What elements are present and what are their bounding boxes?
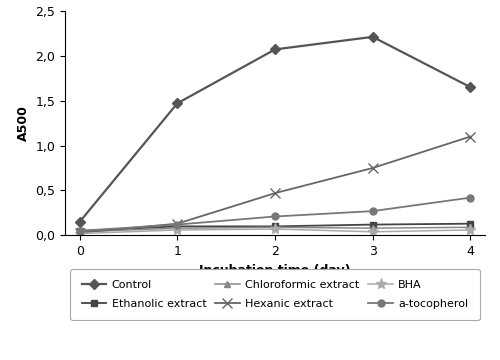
Control <box>174 101 180 105</box>
Ethanolic extract <box>468 221 473 226</box>
Line: a-tocopherol: a-tocopherol <box>76 194 474 234</box>
Control <box>76 220 82 224</box>
Hexanic extract <box>174 221 180 226</box>
Line: Hexanic extract: Hexanic extract <box>75 132 475 238</box>
BHA <box>370 230 376 234</box>
Legend: Control, Ethanolic extract, Chloroformic extract, Hexanic extract, BHA, a-tocoph: Control, Ethanolic extract, Chloroformic… <box>70 269 480 320</box>
Chloroformic extract <box>174 226 180 230</box>
Ethanolic extract <box>272 224 278 229</box>
Y-axis label: A500: A500 <box>16 105 30 141</box>
Hexanic extract <box>468 134 473 139</box>
BHA <box>272 227 278 231</box>
Chloroformic extract <box>370 226 376 230</box>
Ethanolic extract <box>174 224 180 229</box>
Hexanic extract <box>370 166 376 170</box>
Line: Chloroformic extract: Chloroformic extract <box>76 224 474 235</box>
Control <box>370 35 376 39</box>
BHA <box>468 228 473 232</box>
a-tocopherol <box>174 222 180 227</box>
a-tocopherol <box>468 195 473 200</box>
a-tocopherol <box>76 229 82 233</box>
Line: BHA: BHA <box>74 224 476 239</box>
BHA <box>76 231 82 236</box>
Ethanolic extract <box>370 222 376 227</box>
Hexanic extract <box>76 230 82 235</box>
Line: Ethanolic extract: Ethanolic extract <box>76 220 474 234</box>
Hexanic extract <box>272 191 278 195</box>
X-axis label: Incubation time (day): Incubation time (day) <box>199 264 351 276</box>
Chloroformic extract <box>468 225 473 229</box>
Chloroformic extract <box>76 230 82 234</box>
Chloroformic extract <box>272 225 278 229</box>
Ethanolic extract <box>76 229 82 233</box>
Line: Control: Control <box>76 33 474 225</box>
Control <box>272 47 278 51</box>
a-tocopherol <box>272 214 278 219</box>
Control <box>468 85 473 89</box>
BHA <box>174 228 180 232</box>
a-tocopherol <box>370 209 376 213</box>
